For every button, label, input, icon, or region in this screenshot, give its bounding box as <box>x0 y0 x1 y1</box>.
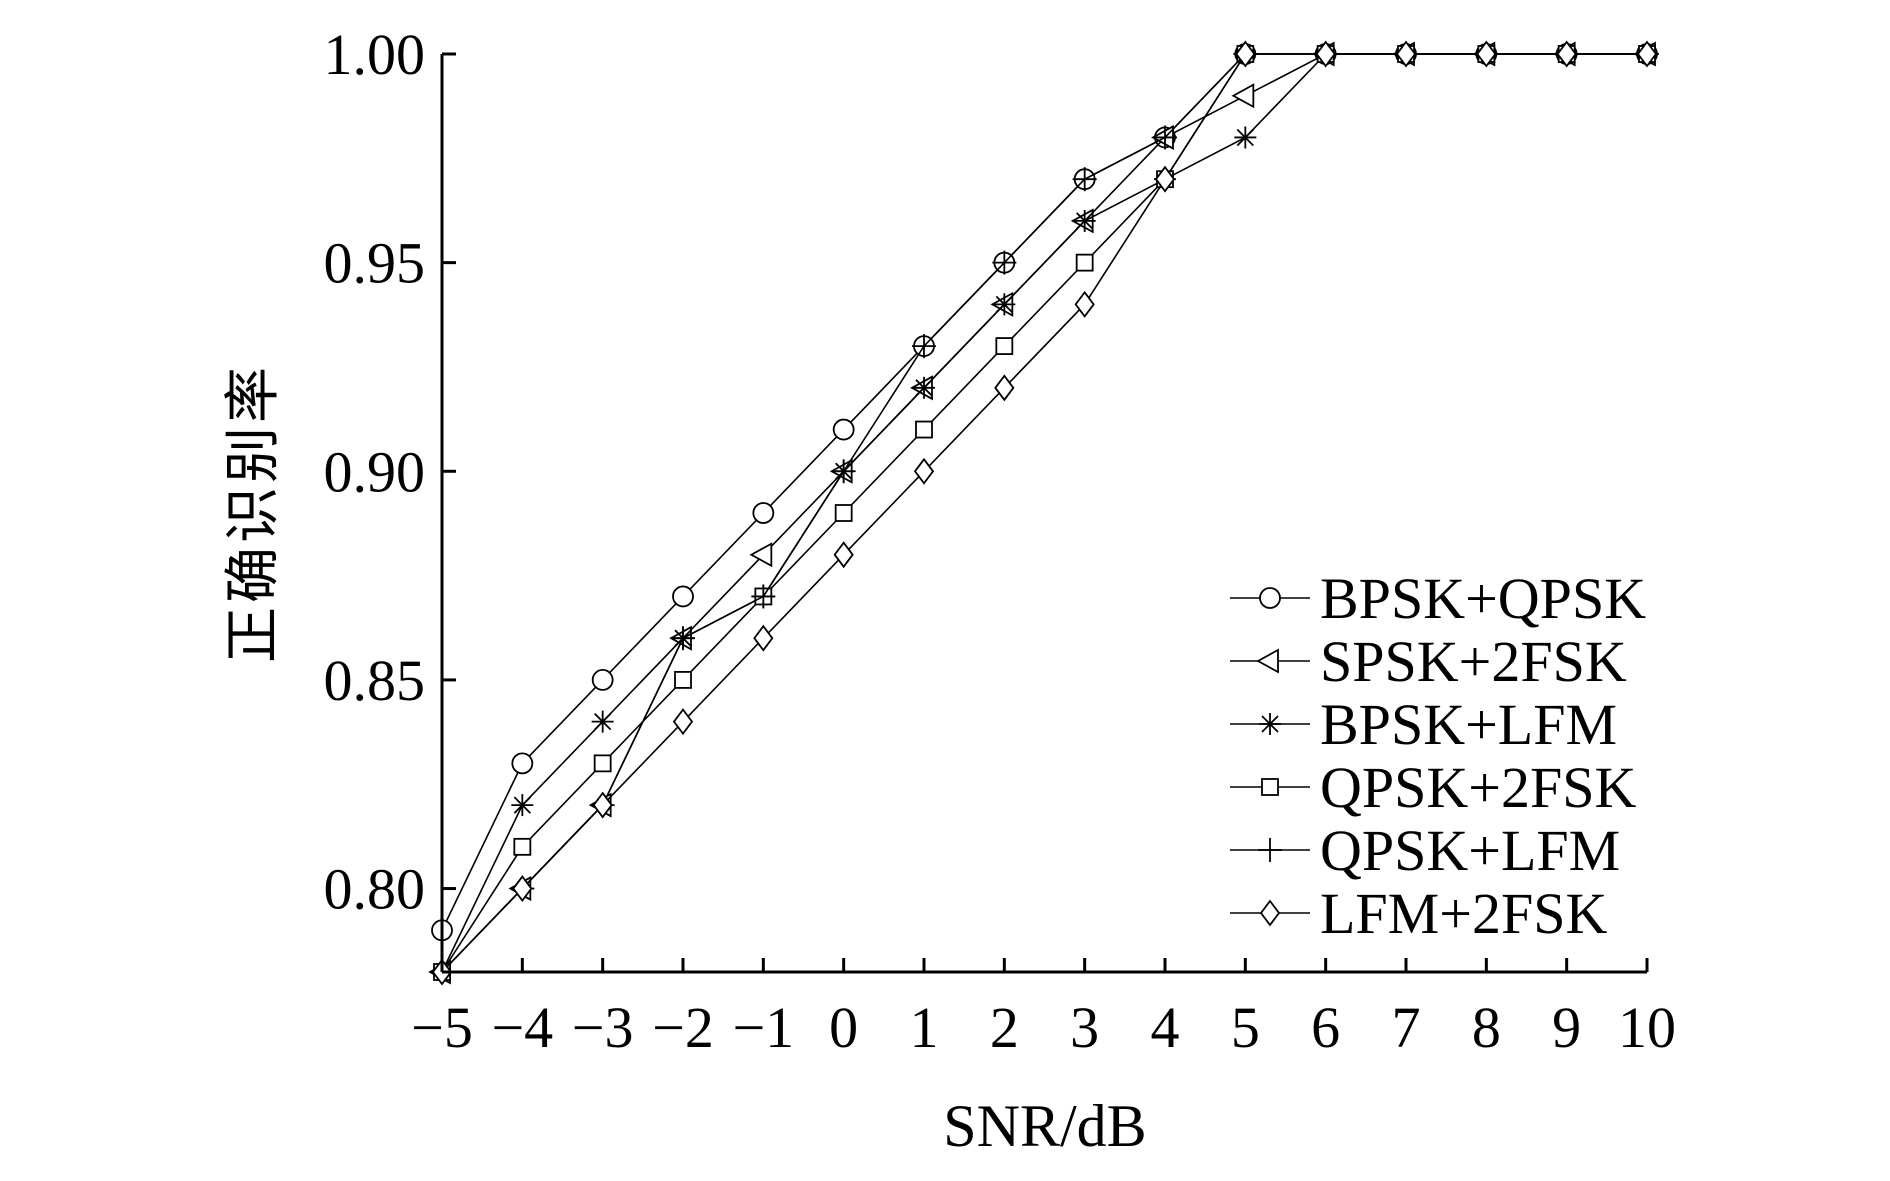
data-point-LFM+2FSK-15 <box>1636 40 1658 68</box>
series-LFM+2FSK <box>431 40 1658 986</box>
y-tick-label: 0.90 <box>324 439 426 504</box>
data-point-QPSK+LFM-9 <box>1153 125 1177 150</box>
data-point-BPSK+LFM-6 <box>913 376 935 399</box>
y-tick-label: 1.00 <box>324 22 426 87</box>
data-point-BPSK+LFM-8 <box>1073 209 1096 232</box>
legend-label: QPSK+2FSK <box>1320 755 1637 820</box>
data-point-LFM+2FSK-4 <box>753 624 774 652</box>
data-point-BPSK+QPSK-5 <box>832 418 855 441</box>
x-tick-label: 3 <box>1070 995 1099 1060</box>
data-point-BPSK+QPSK-4 <box>752 502 775 524</box>
x-tick-label: 7 <box>1392 995 1421 1060</box>
legend-marker-SPSK+2FSK <box>1256 648 1279 674</box>
legend-marker-LFM+2FSK <box>1259 899 1281 927</box>
data-point-LFM+2FSK-3 <box>672 708 694 736</box>
data-point-SPSK+2FSK-10 <box>1231 83 1255 109</box>
legend-label: LFM+2FSK <box>1320 881 1607 946</box>
x-tick-label: 9 <box>1552 995 1581 1060</box>
legend-marker-BPSK+LFM <box>1259 713 1281 735</box>
data-point-LFM+2FSK-11 <box>1315 40 1336 68</box>
data-point-BPSK+LFM-7 <box>993 293 1016 316</box>
series-line-LFM+2FSK <box>441 53 1647 973</box>
data-point-QPSK+2FSK-5 <box>834 504 853 522</box>
x-tick-label: 2 <box>990 995 1019 1060</box>
x-tick-label: 8 <box>1472 995 1501 1060</box>
data-point-BPSK+QPSK-1 <box>511 752 534 775</box>
data-point-LFM+2FSK-12 <box>1395 40 1417 68</box>
data-point-BPSK+QPSK-3 <box>672 585 694 608</box>
legend-item-BPSK+QPSK: BPSK+QPSK <box>1230 566 1646 631</box>
legend-label: QPSK+LFM <box>1320 818 1620 883</box>
legend-item-BPSK+LFM: BPSK+LFM <box>1230 692 1617 757</box>
x-tick-label: −2 <box>652 995 714 1060</box>
axes-layer <box>440 54 1647 974</box>
data-point-QPSK+2FSK-7 <box>995 337 1014 355</box>
x-tick-label: 4 <box>1151 995 1180 1060</box>
data-point-LFM+2FSK-13 <box>1476 40 1497 68</box>
data-point-QPSK+2FSK-1 <box>513 837 532 856</box>
data-point-BPSK+QPSK-2 <box>591 669 614 691</box>
x-tick-label: −3 <box>572 995 634 1060</box>
x-tick-label: 5 <box>1231 995 1260 1060</box>
data-point-LFM+2FSK-6 <box>913 457 935 485</box>
data-point-LFM+2FSK-2 <box>592 791 613 819</box>
y-axis-label: 正确识别率 <box>223 363 285 663</box>
legend-label: SPSK+2FSK <box>1320 629 1627 694</box>
legend-label: BPSK+LFM <box>1320 692 1617 757</box>
legend-marker-QPSK+2FSK <box>1261 778 1279 796</box>
series-layer <box>428 40 1659 986</box>
data-point-QPSK+2FSK-2 <box>593 754 612 773</box>
data-point-QPSK+LFM-6 <box>912 334 936 359</box>
data-point-LFM+2FSK-14 <box>1556 40 1577 68</box>
x-tick-label: 1 <box>910 995 939 1060</box>
data-point-LFM+2FSK-7 <box>994 374 1015 402</box>
x-tick-label: 0 <box>829 995 858 1060</box>
data-point-BPSK+LFM-10 <box>1234 126 1257 149</box>
data-point-LFM+2FSK-1 <box>512 875 533 903</box>
data-point-LFM+2FSK-5 <box>833 541 854 569</box>
legend-item-LFM+2FSK: LFM+2FSK <box>1230 881 1607 946</box>
y-tick-label: 0.80 <box>324 857 426 922</box>
data-point-QPSK+2FSK-8 <box>1075 253 1094 272</box>
legend-marker-BPSK+QPSK <box>1259 587 1281 609</box>
x-tick-label: −5 <box>411 995 473 1060</box>
data-point-QPSK+LFM-3 <box>671 626 695 651</box>
data-point-BPSK+LFM-2 <box>591 710 614 733</box>
legend: BPSK+QPSKSPSK+2FSKBPSK+LFMQPSK+2FSKQPSK+… <box>1230 566 1646 946</box>
y-tick-label: 0.85 <box>324 648 426 713</box>
data-point-LFM+2FSK-8 <box>1074 290 1095 318</box>
data-point-QPSK+LFM-5 <box>831 459 856 484</box>
legend-item-QPSK+LFM: QPSK+LFM <box>1230 818 1620 883</box>
data-point-LFM+2FSK-10 <box>1235 40 1256 68</box>
y-tick-label: 0.95 <box>324 231 426 296</box>
data-point-QPSK+LFM-8 <box>1072 167 1097 192</box>
data-point-QPSK+LFM-4 <box>751 584 776 609</box>
legend-marker-QPSK+LFM <box>1258 838 1282 862</box>
data-point-QPSK+2FSK-6 <box>915 420 933 439</box>
x-axis-label: SNR/dB <box>943 1093 1146 1159</box>
ticks-layer: −5 −4 −3 −2 −1 0 1 2 3 4 5 6 7 8 9 10 0.80 0.85 0.90 0.95 1.… <box>324 22 1677 1060</box>
legend-label: BPSK+QPSK <box>1320 566 1646 631</box>
data-point-QPSK+LFM-7 <box>992 250 1017 275</box>
data-point-QPSK+2FSK-3 <box>674 671 692 689</box>
x-tick-label: −1 <box>732 995 794 1060</box>
legend-item-SPSK+2FSK: SPSK+2FSK <box>1230 629 1627 694</box>
x-tick-label: −4 <box>491 995 553 1060</box>
x-tick-label: 10 <box>1618 995 1676 1060</box>
data-point-LFM+2FSK-9 <box>1154 165 1176 193</box>
legend-item-QPSK+2FSK: QPSK+2FSK <box>1230 755 1637 820</box>
x-tick-label: 6 <box>1311 995 1340 1060</box>
data-point-BPSK+LFM-1 <box>511 794 534 817</box>
data-point-SPSK+2FSK-4 <box>749 542 773 568</box>
